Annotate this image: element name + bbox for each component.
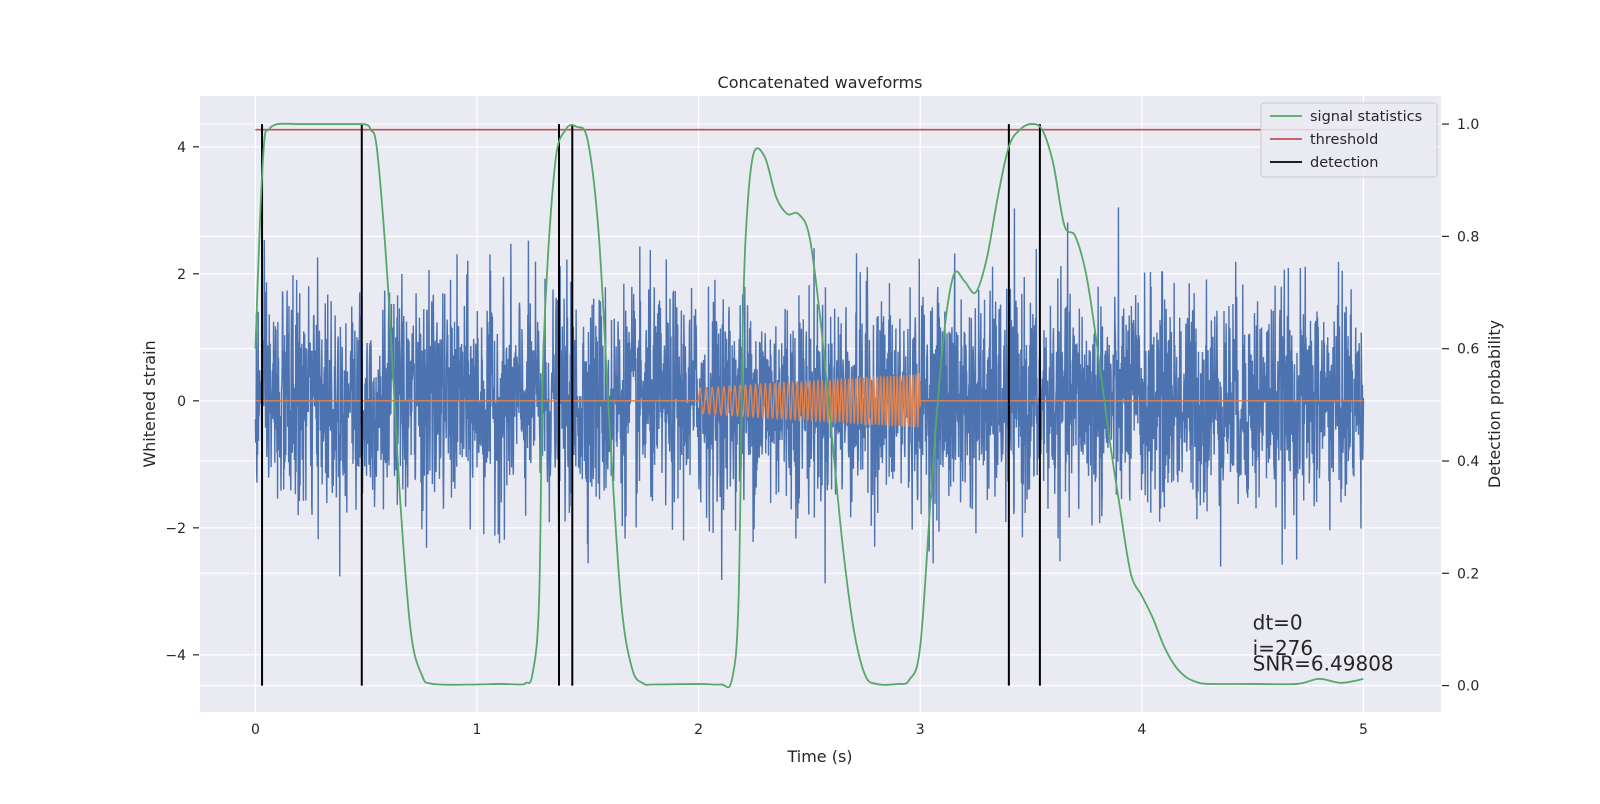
strain-line xyxy=(254,207,1365,584)
y2-tick-label: 0.4 xyxy=(1457,454,1479,470)
annotation-index: i=276 xyxy=(1253,636,1314,660)
x-tick-label: 3 xyxy=(916,722,925,738)
chart-title: Concatenated waveforms xyxy=(718,73,923,92)
y-axis-label: Whitened strain xyxy=(140,340,159,467)
signal-statistics-line xyxy=(254,122,1364,689)
legend-detection-label: detection xyxy=(1310,155,1378,171)
injected-signal-line xyxy=(255,371,1364,428)
y2-tick-label: 0.0 xyxy=(1457,679,1479,695)
x-tick-label: 1 xyxy=(473,722,482,738)
legend-signal-statistics-label: signal statistics xyxy=(1310,109,1422,125)
y2-tick-label: 0.6 xyxy=(1457,342,1479,358)
signal-statistics-series xyxy=(254,122,1364,689)
x-tick-label: 2 xyxy=(694,722,703,738)
x-axis-label: Time (s) xyxy=(786,747,852,766)
x-tick-label: 4 xyxy=(1137,722,1146,738)
y2-tick-label: 1.0 xyxy=(1457,117,1479,133)
y2-tick-label: 0.2 xyxy=(1457,566,1479,582)
y2-axis-label: Detection probability xyxy=(1485,320,1504,488)
annotation-snr: SNR=6.49808 xyxy=(1253,652,1394,676)
legend-threshold-label: threshold xyxy=(1310,132,1378,148)
legend: signal statistics threshold detection xyxy=(1260,102,1438,178)
y-tick-label: −4 xyxy=(165,648,186,664)
injected-signal-series xyxy=(255,371,1364,428)
x-tick-label: 5 xyxy=(1359,722,1368,738)
legend-box xyxy=(1260,102,1438,178)
annotation-dt: dt=0 xyxy=(1253,610,1303,634)
y2-tick-label: 0.8 xyxy=(1457,229,1479,245)
y-tick-label: 2 xyxy=(177,267,186,283)
detection-series xyxy=(261,124,1041,686)
axes-ticks: 0 1 2 3 4 5 −4 −2 0 2 4 0.0 0.2 0.4 0.6 0.8 1.0 xyxy=(165,117,1479,738)
x-tick-label: 0 xyxy=(251,722,260,738)
strain-series xyxy=(254,207,1365,584)
y-tick-label: −2 xyxy=(165,521,186,537)
y-tick-label: 4 xyxy=(177,140,186,156)
y-tick-label: 0 xyxy=(177,394,186,410)
